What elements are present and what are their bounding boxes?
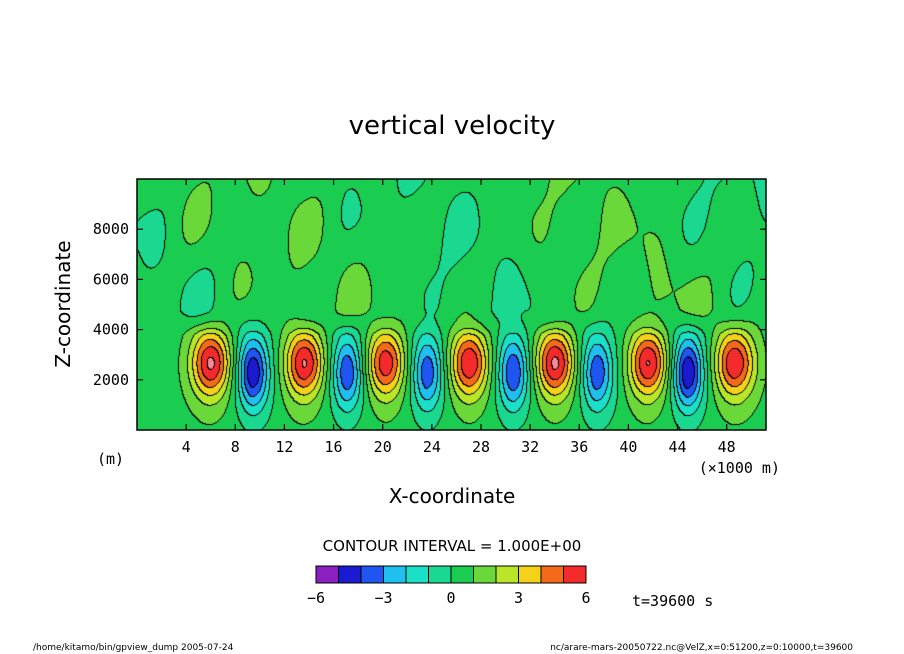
y-tick-label: 6000 (93, 270, 129, 288)
colorbar-swatch (563, 565, 587, 584)
colorbar-swatch (495, 565, 519, 584)
colorbar-label: −3 (374, 589, 392, 607)
footer-right: nc/arare-mars-20050722.nc@VelZ,x=0:51200… (550, 643, 853, 653)
contour-field (137, 179, 766, 430)
x-tick-label: 24 (423, 438, 441, 456)
colorbar (315, 565, 587, 584)
colorbar-swatch (338, 565, 362, 584)
colorbar-swatch (315, 565, 339, 584)
x-tick-label: 16 (325, 438, 343, 456)
x-tick-label: 48 (718, 438, 736, 456)
x-tick-label: 44 (669, 438, 687, 456)
colorbar-labels: −6 −3 0 3 6 (307, 589, 591, 607)
x-unit-note: (×1000 m) (699, 459, 780, 477)
colorbar-swatch (518, 565, 542, 584)
plot-frame (136, 178, 767, 431)
plot-area (136, 178, 767, 431)
y-axis-label: Z-coordinate (51, 240, 75, 367)
y-tick-label: 4000 (93, 321, 129, 339)
colorbar-swatch (428, 565, 452, 584)
y-tick-label: 8000 (93, 220, 129, 238)
colorbar-label: 0 (446, 589, 455, 607)
colorbar-swatch (540, 565, 564, 584)
contour-interval-text: CONTOUR INTERVAL = 1.000E+00 (323, 537, 582, 555)
chart-title: vertical velocity (349, 111, 556, 141)
x-axis-label: X-coordinate (389, 484, 516, 508)
y-axis: 2000 4000 6000 8000 (93, 220, 766, 389)
colorbar-swatch (360, 565, 384, 584)
x-tick-label: 36 (570, 438, 588, 456)
x-tick-label: 8 (231, 438, 240, 456)
colorbar-swatch (405, 565, 429, 584)
x-tick-label: 12 (275, 438, 293, 456)
footer-left: /home/kitamo/bin/gpview_dump 2005-07-24 (33, 643, 234, 653)
colorbar-label: −6 (307, 589, 325, 607)
x-tick-label: 32 (521, 438, 539, 456)
x-tick-label: 28 (472, 438, 490, 456)
colorbar-swatch (383, 565, 407, 584)
y-unit-note: (m) (97, 450, 124, 468)
x-tick-label: 4 (182, 438, 191, 456)
y-tick-label: 2000 (93, 371, 129, 389)
colorbar-swatch (450, 565, 474, 584)
time-label: t=39600 s (632, 592, 713, 610)
colorbar-label: 3 (514, 589, 523, 607)
colorbar-label: 6 (581, 589, 590, 607)
x-tick-label: 20 (374, 438, 392, 456)
x-axis: 4 8 12 16 20 24 28 32 36 40 44 48 (182, 179, 736, 456)
x-tick-label: 40 (619, 438, 637, 456)
colorbar-swatch (473, 565, 497, 584)
